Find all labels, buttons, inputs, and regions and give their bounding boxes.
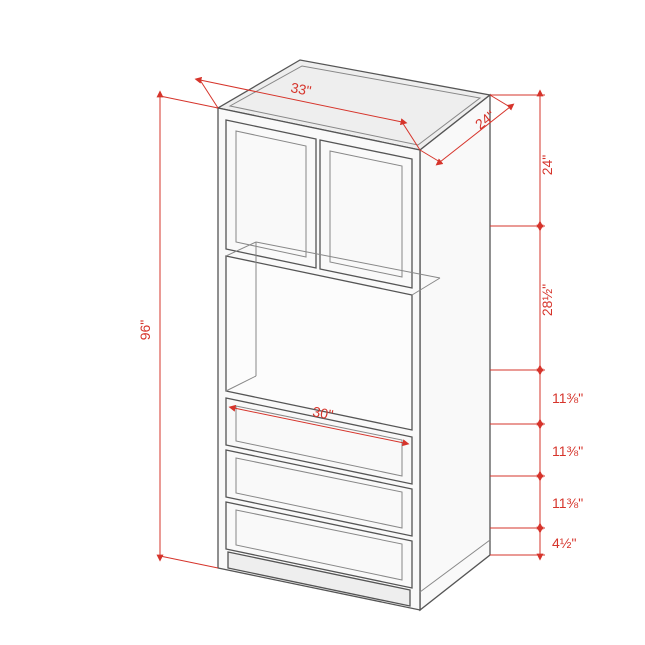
dim-toekick-label: 4½"	[552, 535, 576, 551]
dim-door-height-label: 24"	[539, 155, 555, 176]
dim-opening-height-label: 28½"	[539, 284, 555, 316]
cabinet-diagram: 33" 24" 96" 24" 28½" 11⅜" 11⅜"	[0, 0, 645, 645]
dim-drawer1-label: 11⅜"	[552, 390, 583, 406]
dim-drawer3-label: 11⅜"	[552, 495, 583, 511]
dim-height-label: 96"	[137, 320, 153, 341]
dim-drawer2-label: 11⅜"	[552, 443, 583, 459]
cabinet-body	[218, 60, 490, 610]
